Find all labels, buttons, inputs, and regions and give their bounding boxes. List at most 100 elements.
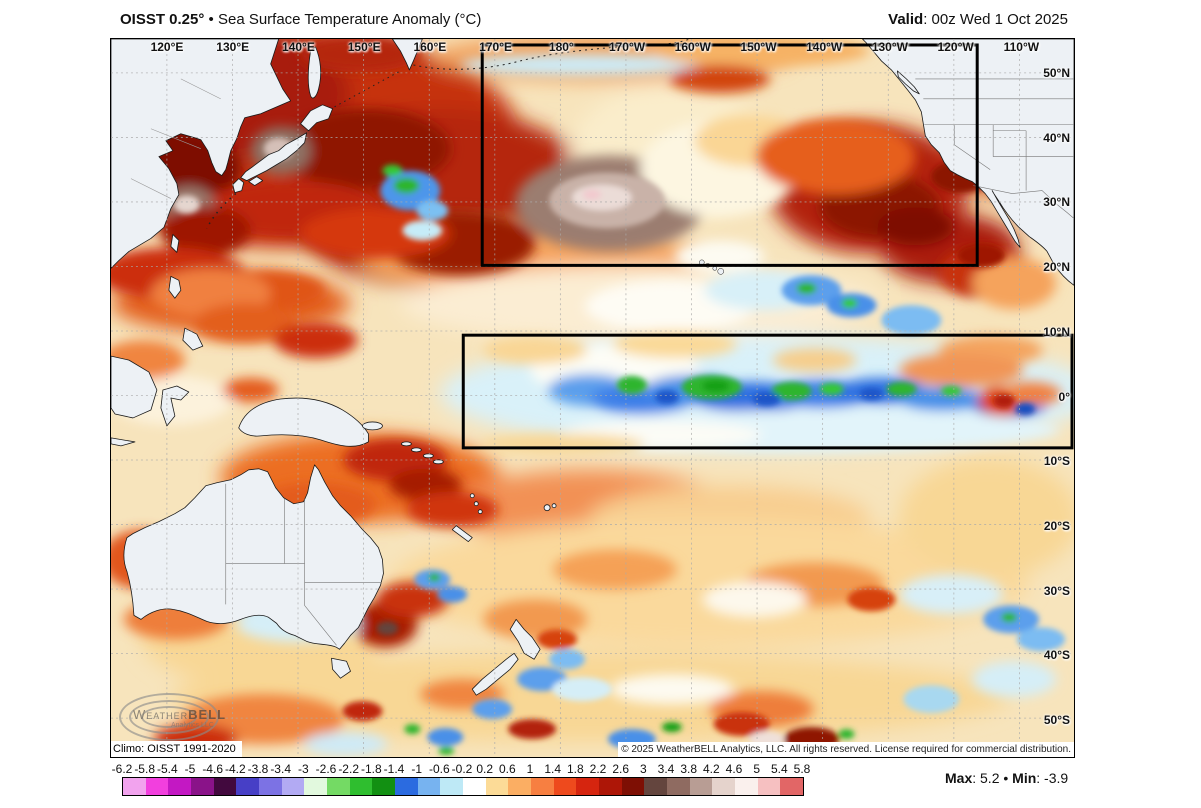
lon-label: 140°E	[282, 40, 315, 54]
lat-label: 40°N	[1043, 130, 1070, 145]
colorbar-tick-label: 0.2	[476, 762, 493, 776]
colorbar-segment	[123, 778, 146, 795]
colorbar-segment	[463, 778, 486, 795]
honshu	[240, 132, 307, 182]
vancouver-island	[896, 70, 920, 95]
colorbar-segment	[599, 778, 622, 795]
north-pacific-region-box	[480, 43, 979, 267]
lon-label: 120°W	[937, 40, 974, 54]
colorbar-tick-label: 2.2	[589, 762, 607, 776]
sulawesi	[160, 385, 190, 427]
max-min-readout: Max: 5.2 • Min: -3.9	[945, 770, 1068, 786]
lat-label: 10°S	[1043, 454, 1070, 469]
lon-label: 160°E	[413, 40, 447, 54]
shikoku	[248, 176, 264, 186]
lon-label: 150°E	[347, 40, 381, 54]
colorbar-segment	[576, 778, 600, 795]
colorbar-segment	[236, 778, 260, 795]
mindanao	[182, 327, 204, 351]
weatherbell-logo: WeatherBELL Analytics LLC	[119, 691, 239, 743]
bullet-separator: •	[1003, 770, 1013, 786]
lon-label: 180°	[548, 40, 574, 54]
title-separator: •	[204, 11, 218, 28]
colorbar-tick-label: 3	[639, 762, 647, 776]
colorbar-segment	[780, 778, 804, 795]
map-title: Sea Surface Temperature Anomaly (°C)	[217, 11, 482, 28]
colorbar-tick-label: -3.4	[270, 762, 291, 776]
colorbar-tick-label: -2.2	[338, 762, 359, 776]
map-canvas: 120°E 130°E 140°E 150°E 160°E 170°E 180° 170°W 1…	[110, 38, 1075, 758]
min-value: : -3.9	[1036, 770, 1069, 786]
lon-label: 150°W	[740, 40, 777, 54]
new-britain	[362, 421, 383, 431]
valid-time: Valid: 00z Wed 1 Oct 2025	[888, 11, 1068, 28]
colorbar-tick-label: -0.2	[451, 762, 473, 776]
lat-label: 50°S	[1043, 713, 1070, 728]
colorbar-segment	[349, 778, 373, 795]
logo-swirl-middle	[129, 700, 209, 734]
max-value: : 5.2	[972, 770, 1004, 786]
new-caledonia	[451, 525, 473, 542]
colorbar-tick-label: -6.2	[111, 762, 133, 776]
lat-label: 40°S	[1043, 648, 1070, 663]
colorbar-tick-label: 3.8	[680, 762, 697, 776]
copyright-note: © 2025 WeatherBELL Analytics, LLC. All r…	[618, 742, 1074, 757]
lat-label: 10°N	[1043, 324, 1070, 339]
valid-value: : 00z Wed 1 Oct 2025	[923, 11, 1068, 28]
colorbar-tick-label: -2.6	[315, 762, 337, 776]
product-name: OISST 0.25°	[120, 11, 205, 28]
hokkaido	[300, 104, 333, 132]
lon-label: 140°W	[806, 40, 843, 54]
colorbar-segment	[281, 778, 305, 795]
colorbar-tick-label: -3.8	[247, 762, 269, 776]
lon-label: 170°W	[608, 40, 646, 54]
colorbar-tick-label: -5.8	[134, 762, 155, 776]
colorbar-segment	[712, 778, 736, 795]
colorbar-segment	[145, 778, 169, 795]
kamchatka	[392, 39, 423, 71]
logo-weather: Weather	[133, 707, 189, 722]
lon-label: 130°E	[216, 40, 250, 54]
logo-subtitle: Analytics LLC	[171, 722, 214, 729]
logo-swirl-outer	[119, 693, 219, 741]
equatorial-region-box	[461, 333, 1074, 450]
lon-label: 170°E	[479, 40, 513, 54]
colorbar-segment	[531, 778, 554, 795]
colorbar-segment	[485, 778, 509, 795]
kyushu	[232, 178, 245, 193]
anomaly-detail-spots	[173, 137, 1066, 756]
tasmania	[331, 657, 351, 679]
colorbar-segment	[327, 778, 350, 795]
colorbar-segment	[621, 778, 645, 795]
asia-mainland	[111, 39, 292, 269]
colorbar-tick-label: 1	[526, 762, 534, 776]
colorbar-segment	[757, 778, 781, 795]
colorbar-segment	[417, 778, 441, 795]
sakhalin	[307, 46, 322, 99]
java	[111, 437, 136, 447]
nz-north-island	[509, 618, 541, 660]
colorbar-tick-label: 1.4	[544, 762, 561, 776]
colorbar-tick-label: -1.4	[383, 762, 405, 776]
colorbar-tick-label: -0.6	[428, 762, 450, 776]
lat-label: 50°N	[1043, 66, 1070, 80]
colorbar	[122, 777, 804, 796]
valid-label: Valid	[888, 11, 924, 28]
political-borders	[130, 78, 1074, 646]
colorbar-segment	[304, 778, 328, 795]
colorbar-segment	[508, 778, 532, 795]
colorbar-tick-label: 5.8	[793, 762, 811, 776]
colorbar-tick-label: 5	[753, 762, 760, 776]
logo-swirl-inner	[141, 706, 197, 728]
colorbar-segment	[440, 778, 464, 795]
lat-label: 30°N	[1043, 195, 1070, 210]
colorbar-segment	[213, 778, 237, 795]
sst-anomaly-field	[111, 39, 1074, 757]
lat-label: 0°	[1058, 389, 1070, 404]
min-label: Min	[1012, 770, 1037, 786]
taiwan	[170, 234, 180, 253]
colorbar-ticks: -6.2 -5.8 -5.4 -5 -4.6 -4.2 -3.8 -3.4 -3 -2.6 -2.2…	[112, 762, 811, 776]
colorbar-tick-label: -4.2	[224, 762, 246, 776]
page-title: OISST 0.25° • Sea Surface Temperature An…	[120, 11, 481, 28]
